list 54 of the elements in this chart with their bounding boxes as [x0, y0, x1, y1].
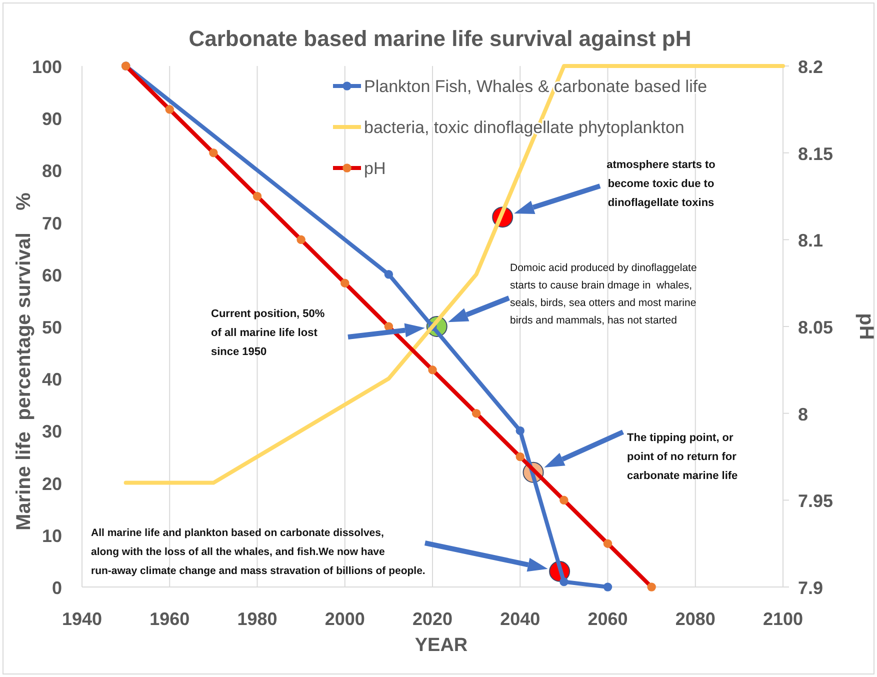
x-tick-label: 2000 [324, 609, 365, 629]
chart-title: Carbonate based marine life survival against pH [188, 26, 692, 51]
y-tick-label: 60 [42, 265, 62, 286]
y-tick-label: 80 [42, 161, 62, 182]
annotation: atmosphere starts to become toxic due to dinoflagellate toxins [606, 159, 716, 209]
y2-tick-label: 8.15 [798, 144, 834, 164]
y2-axis-title: pH [855, 313, 877, 340]
point [560, 496, 568, 505]
point [603, 582, 612, 592]
x-tick-label: 2080 [675, 609, 716, 629]
legend-label: pH [364, 159, 386, 178]
y2-tick-label: 7.95 [798, 491, 834, 512]
y2-tick-label: 7.9 [798, 578, 824, 598]
y-tick-label: 50 [42, 318, 62, 338]
x-tick-label: 2020 [412, 609, 453, 629]
point [296, 235, 306, 244]
annotation: Current position, 50% of all marine life lost since 1950 [211, 308, 325, 358]
y-tick-label: 10 [42, 526, 62, 546]
y2-tick-label: 8 [798, 404, 808, 424]
point [165, 105, 174, 114]
y-tick-label: 90 [42, 109, 62, 130]
point [340, 278, 350, 288]
point [384, 322, 394, 331]
line-series [124, 64, 785, 485]
y-axis-title: Marine life percentage survival % [13, 192, 35, 530]
point [560, 577, 568, 586]
point [428, 366, 437, 374]
x-tick-label: 1960 [150, 609, 190, 629]
annotation: Domoic acid produced by dinoflaggelate starts to cause brain dmage in whales, seals, birds, sea otters and most marine birds and mammals, has not started [510, 262, 697, 326]
annotation: All marine life and plankton based on carbonate dissolves, along with the loss of all the whales, and fish.We now have run-away climate change and mass stravation of billions of people. [91, 527, 426, 577]
point [647, 582, 656, 592]
y-tick-label: 0 [52, 578, 62, 598]
point [209, 148, 218, 158]
y-tick-label: 30 [42, 422, 62, 442]
point [516, 426, 524, 436]
y-tick-label: 100 [32, 57, 62, 77]
y2-tick-label: 8.2 [798, 57, 824, 77]
x-tick-label: 2060 [588, 609, 628, 629]
x-tick-label: 2040 [500, 609, 540, 629]
y-tick-label: 70 [42, 213, 62, 234]
annotation: The tipping point, or point of no return for carbonate marine life [627, 432, 738, 482]
x-axis-title: YEAR [414, 635, 468, 656]
point [384, 270, 394, 279]
x-tick-label: 1940 [62, 609, 102, 629]
x-tick-label: 2100 [762, 609, 804, 629]
y-tick-label: 40 [42, 370, 62, 390]
y-tick-label: 20 [42, 474, 62, 494]
y2-tick-label: 8.1 [798, 230, 824, 251]
point [516, 452, 524, 462]
point [252, 192, 262, 201]
point [603, 539, 612, 548]
point [472, 408, 481, 418]
x-tick-label: 1980 [237, 609, 278, 629]
y2-tick-label: 8.05 [798, 318, 834, 338]
